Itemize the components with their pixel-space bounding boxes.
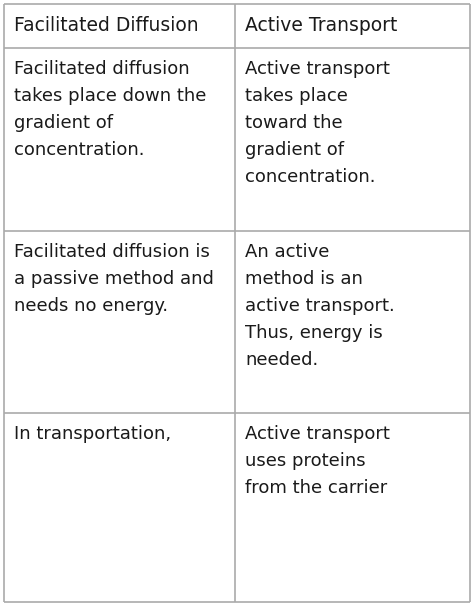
Text: Facilitated diffusion
takes place down the
gradient of
concentration.: Facilitated diffusion takes place down t… xyxy=(14,60,207,159)
Text: Active transport
uses proteins
from the carrier: Active transport uses proteins from the … xyxy=(245,425,390,498)
Text: Active Transport: Active Transport xyxy=(245,16,398,35)
Text: An active
method is an
active transport.
Thus, energy is
needed.: An active method is an active transport.… xyxy=(245,242,395,369)
Text: Active transport
takes place
toward the
gradient of
concentration.: Active transport takes place toward the … xyxy=(245,60,390,187)
Text: Facilitated Diffusion: Facilitated Diffusion xyxy=(14,16,199,35)
Text: Facilitated diffusion is
a passive method and
needs no energy.: Facilitated diffusion is a passive metho… xyxy=(14,242,214,315)
Text: In transportation,: In transportation, xyxy=(14,425,171,443)
